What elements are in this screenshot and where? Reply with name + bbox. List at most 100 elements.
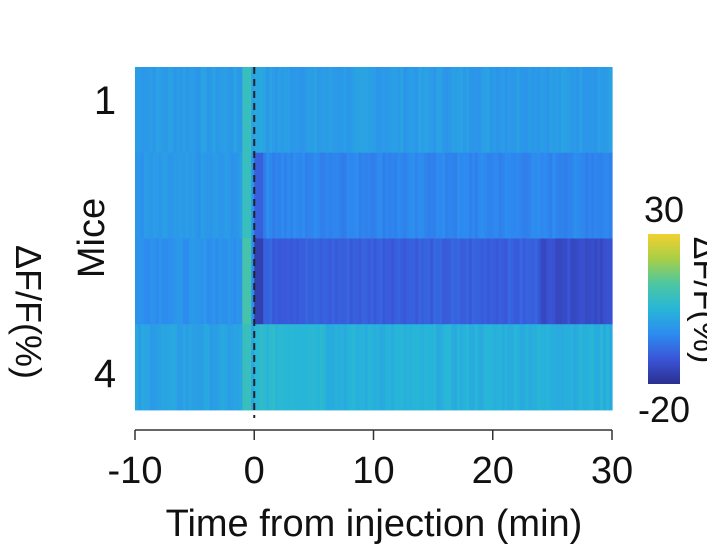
heatmap-cell (591, 324, 595, 411)
heatmap-cell (152, 152, 157, 239)
heatmap-cell (167, 238, 172, 325)
heatmap-cell (245, 238, 249, 325)
heatmap-cell (585, 152, 589, 239)
heatmap-cell (430, 152, 434, 239)
heatmap-cell (206, 152, 211, 239)
heatmap-cell (224, 152, 229, 239)
heatmap-cell (522, 238, 527, 325)
heatmap-cell (140, 67, 145, 154)
colorbar (648, 234, 680, 384)
heatmap-cell (439, 67, 443, 154)
heatmap-cell (328, 67, 333, 154)
heatmap-cell (397, 324, 401, 411)
heatmap-cell (331, 67, 336, 154)
heatmap-cell (453, 324, 458, 411)
heatmap-cell (442, 152, 446, 239)
heatmap-cell (161, 152, 166, 239)
heatmap-cell (519, 324, 524, 411)
heatmap-cell (194, 152, 199, 239)
heatmap-cell (352, 152, 357, 239)
heatmap-cell (558, 67, 562, 154)
heatmap-cell (310, 152, 315, 239)
heatmap-cell (298, 324, 303, 411)
heatmap-cell (477, 238, 482, 325)
heatmap-cell (424, 238, 428, 325)
heatmap-cell (609, 238, 613, 325)
heatmap-cell (388, 152, 392, 239)
heatmap-cell (152, 324, 157, 411)
heatmap-cell (406, 152, 410, 239)
heatmap-cell (597, 238, 601, 325)
colorbar-max-label: 30 (644, 189, 684, 230)
heatmap-cell (439, 152, 443, 239)
heatmap-cell (307, 238, 312, 325)
heatmap-cell (188, 67, 193, 154)
heatmap-cell (561, 324, 565, 411)
heatmap-cell (251, 238, 255, 325)
heatmap-cell (278, 152, 282, 239)
heatmap-cell (465, 67, 470, 154)
heatmap-cell (474, 67, 479, 154)
heatmap-cell (430, 67, 434, 154)
heatmap-cell (564, 67, 568, 154)
heatmap-cell (340, 152, 345, 239)
heatmap-cell (394, 324, 398, 411)
heatmap-cell (146, 152, 151, 239)
heatmap-cell (391, 238, 395, 325)
heatmap-cell (343, 152, 348, 239)
heatmap-cell (439, 324, 443, 411)
heatmap-cell (164, 238, 169, 325)
heatmap-cell (194, 324, 199, 411)
heatmap-cell (522, 67, 527, 154)
heatmap-cell (301, 67, 306, 154)
heatmap-cell (158, 324, 163, 411)
heatmap-cell (269, 238, 273, 325)
heatmap-cell (403, 324, 407, 411)
heatmap-cell (471, 67, 476, 154)
heatmap-cell (325, 324, 330, 411)
heatmap-cell (382, 152, 387, 239)
heatmap-cell (364, 67, 369, 154)
heatmap-cell (504, 152, 509, 239)
heatmap-cell (364, 324, 369, 411)
heatmap-cell (260, 152, 264, 239)
heatmap-cell (564, 324, 568, 411)
heatmap-cell (483, 324, 488, 411)
heatmap-cell (295, 67, 300, 154)
heatmap-cell (161, 238, 166, 325)
heatmap-cell (301, 324, 306, 411)
heatmap-cell (212, 324, 217, 411)
heatmap-cell (358, 152, 363, 239)
heatmap-cell (576, 152, 580, 239)
heatmap-cell (600, 67, 604, 154)
heatmap-cell (373, 67, 378, 154)
heatmap-cell (248, 67, 252, 154)
heatmap-cell (275, 152, 279, 239)
heatmap-cell (182, 67, 187, 154)
heatmap-cell (606, 324, 610, 411)
heatmap-cell (298, 67, 303, 154)
heatmap-cell (600, 238, 604, 325)
heatmap-cell (582, 238, 586, 325)
heatmap-cell (477, 324, 482, 411)
heatmap-cell (304, 238, 309, 325)
heatmap-cell (367, 324, 372, 411)
heatmap-cell (212, 238, 217, 325)
heatmap-cell (448, 324, 452, 411)
left-axis-title: ΔF/F(%) (8, 245, 49, 379)
heatmap-cell (218, 238, 223, 325)
heatmap-cell (385, 152, 390, 239)
heatmap-cell (543, 152, 548, 239)
heatmap-cell (251, 152, 255, 239)
heatmap-cell (448, 67, 452, 154)
heatmap-cell (552, 324, 556, 411)
heatmap-cell (245, 67, 249, 154)
heatmap-cell (406, 238, 410, 325)
heatmap-cell (579, 324, 583, 411)
heatmap-cell (328, 238, 333, 325)
heatmap-cell (209, 324, 214, 411)
heatmap-cell (424, 152, 428, 239)
heatmap-cell (340, 324, 345, 411)
heatmap-cell (266, 67, 270, 154)
heatmap-cell (606, 67, 610, 154)
